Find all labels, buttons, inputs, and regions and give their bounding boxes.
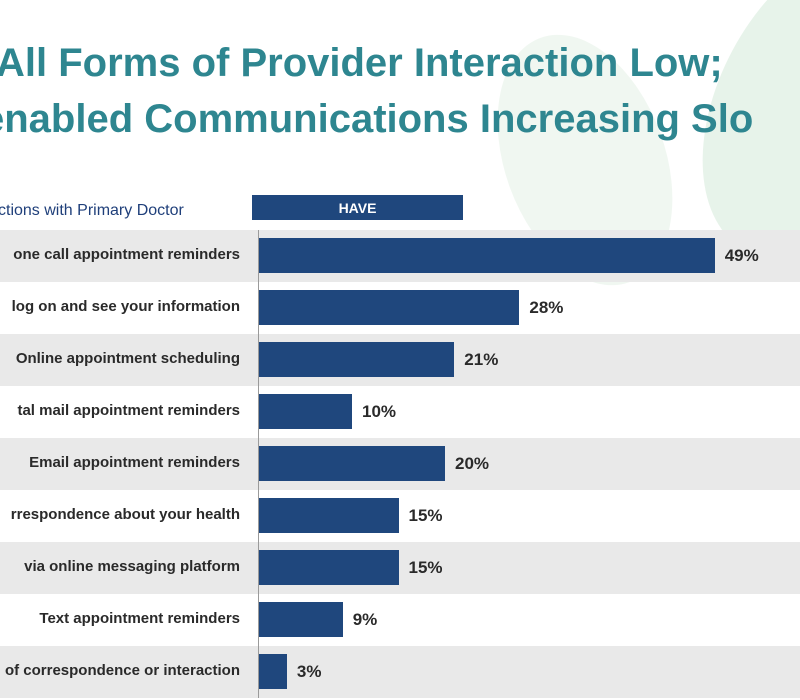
data-label: 15% [408,506,443,525]
chart-row: rrespondence about your health 15% [0,490,800,542]
category-label: tal mail appointment reminders [17,402,240,419]
bar [259,342,455,377]
bar [259,394,352,429]
bar [259,498,399,533]
category-label: rrespondence about your health [10,506,240,523]
bar-chart: one call appointment reminders 49% log on … [0,230,800,700]
chart-row: via online messaging platform 15% [0,542,800,594]
bar [259,446,445,481]
legend-have-label: HAVE [338,199,377,216]
category-label: one call appointment reminders [13,246,240,263]
chart-subtitle: ctions with Primary Doctor [0,202,184,219]
bar [259,602,343,637]
data-label: 3% [296,662,322,681]
data-label: 28% [529,298,564,317]
category-label: Online appointment scheduling [15,350,240,367]
chart-row: log on and see your information 28% [0,282,800,334]
chart-row: Text appointment reminders 9% [0,594,800,646]
bar [259,290,520,325]
title-line-2: enabled Communications Increasing Slo [0,97,754,141]
data-label: 49% [724,246,759,265]
chart-row: of correspondence or interaction 3% [0,646,800,698]
title-line-1: All Forms of Provider Interaction Low; [0,41,723,85]
data-label: 21% [464,350,499,369]
bar [259,238,715,273]
data-label: 9% [352,610,378,629]
category-label: Text appointment reminders [39,610,240,627]
category-label: via online messaging platform [24,558,240,575]
data-label: 10% [362,402,397,421]
y-axis-line [258,230,259,698]
category-label: Email appointment reminders [29,454,240,471]
chart-row: tal mail appointment reminders 10% [0,386,800,438]
legend-have: HAVE [252,195,463,220]
bar [259,654,287,689]
data-label: 15% [408,558,443,577]
bar [259,550,399,585]
category-label: of correspondence or interaction [4,662,240,679]
chart-row: one call appointment reminders 49% [0,230,800,282]
chart-row: Online appointment scheduling 21% [0,334,800,386]
data-label: 20% [455,454,490,473]
chart-row: Email appointment reminders 20% [0,438,800,490]
category-label: log on and see your information [11,298,240,315]
